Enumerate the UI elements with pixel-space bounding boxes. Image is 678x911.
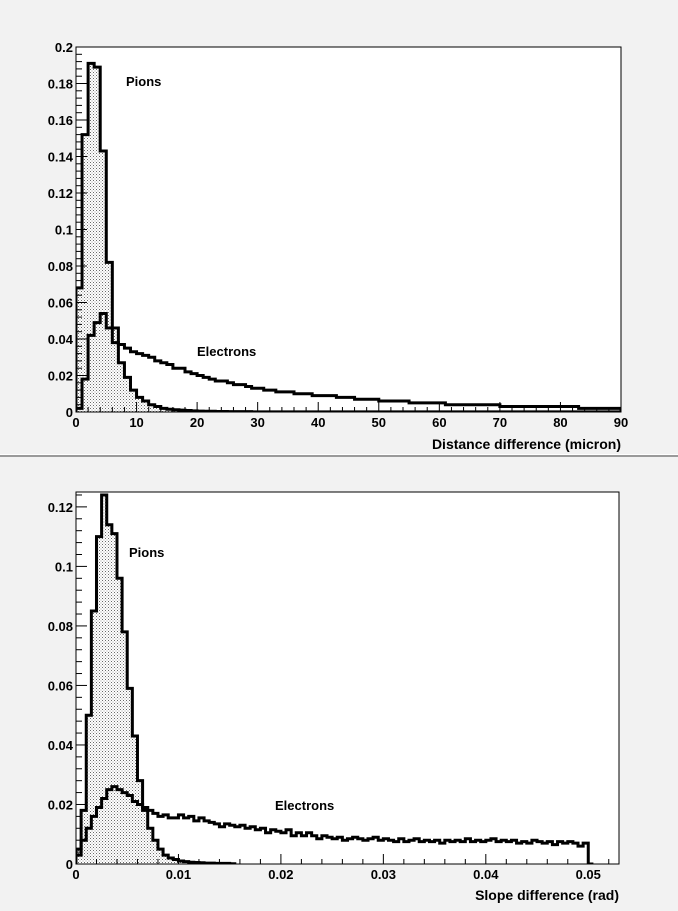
y-tick-label: 0.18 — [48, 77, 73, 92]
annotation-pions: Pions — [126, 74, 161, 89]
y-tick-label: 0 — [66, 405, 73, 420]
pions-histogram — [76, 493, 237, 864]
chart-panel-distance: 0 10 20 30 40 50 60 70 80 90 0 0.02 0.04 0.06 0.08 0.1 0… — [0, 0, 678, 454]
x-tick-label: 0.03 — [371, 867, 396, 882]
y-tick-label: 0.08 — [48, 259, 73, 274]
y-tick-label: 0.08 — [48, 619, 73, 634]
y-tick-label: 0.04 — [48, 332, 74, 347]
distance-difference-histogram: 0 10 20 30 40 50 60 70 80 90 0 0.02 0.04 0.06 0.08 0.1 0… — [48, 40, 629, 452]
y-tick-label: 0.2 — [55, 40, 73, 55]
chart-panel-slope: 0 0.01 0.02 0.03 0.04 0.05 0 0.02 0.04 0.06 0.08 0.… — [0, 457, 678, 911]
x-axis-title: Distance difference (micron) — [432, 436, 621, 452]
x-tick-label: 90 — [614, 415, 628, 430]
annotation-pions: Pions — [129, 545, 164, 560]
x-tick-label: 0 — [72, 415, 79, 430]
y-tick-label: 0.1 — [55, 559, 73, 574]
plot-frame-border — [75, 491, 620, 865]
x-tick-label: 70 — [493, 415, 507, 430]
annotation-electrons: Electrons — [275, 798, 334, 813]
plot-area — [76, 493, 594, 864]
x-tick-label: 50 — [372, 415, 386, 430]
x-tick-label: 40 — [311, 415, 325, 430]
y-tick-label: 0.06 — [48, 678, 73, 693]
pions-fill — [76, 494, 235, 864]
plot-frame — [75, 491, 620, 865]
y-tick-label: 0.06 — [48, 296, 73, 311]
y-tick-label: 0.16 — [48, 113, 73, 128]
x-axis-title: Slope difference (rad) — [475, 887, 619, 903]
x-tick-label: 20 — [190, 415, 204, 430]
x-tick-label: 80 — [553, 415, 567, 430]
x-tick-label: 0.01 — [166, 867, 191, 882]
x-tick-label: 0.05 — [576, 867, 601, 882]
x-tick-label: 60 — [432, 415, 446, 430]
annotation-electrons: Electrons — [197, 344, 256, 359]
y-tick-label: 0.12 — [48, 186, 73, 201]
x-tick-label: 30 — [250, 415, 264, 430]
slope-difference-histogram: 0 0.01 0.02 0.03 0.04 0.05 0 0.02 0.04 0.06 0.08 0.… — [48, 491, 620, 903]
x-tick-label: 0.02 — [268, 867, 293, 882]
x-tick-label: 0.04 — [473, 867, 499, 882]
plot-frame — [75, 46, 622, 413]
x-tick-label: 10 — [129, 415, 143, 430]
y-tick-label: 0.12 — [48, 500, 73, 515]
y-tick-label: 0 — [66, 857, 73, 872]
y-tick-label: 0.04 — [48, 738, 74, 753]
electrons-histogram — [76, 311, 621, 412]
y-tick-label: 0.14 — [48, 150, 74, 165]
y-tick-label: 0.02 — [48, 369, 73, 384]
x-tick-label: 0 — [72, 867, 79, 882]
y-tick-label: 0.02 — [48, 797, 73, 812]
y-tick-label: 0.1 — [55, 223, 73, 238]
electrons-histogram — [76, 785, 594, 864]
panel-divider — [0, 455, 678, 457]
